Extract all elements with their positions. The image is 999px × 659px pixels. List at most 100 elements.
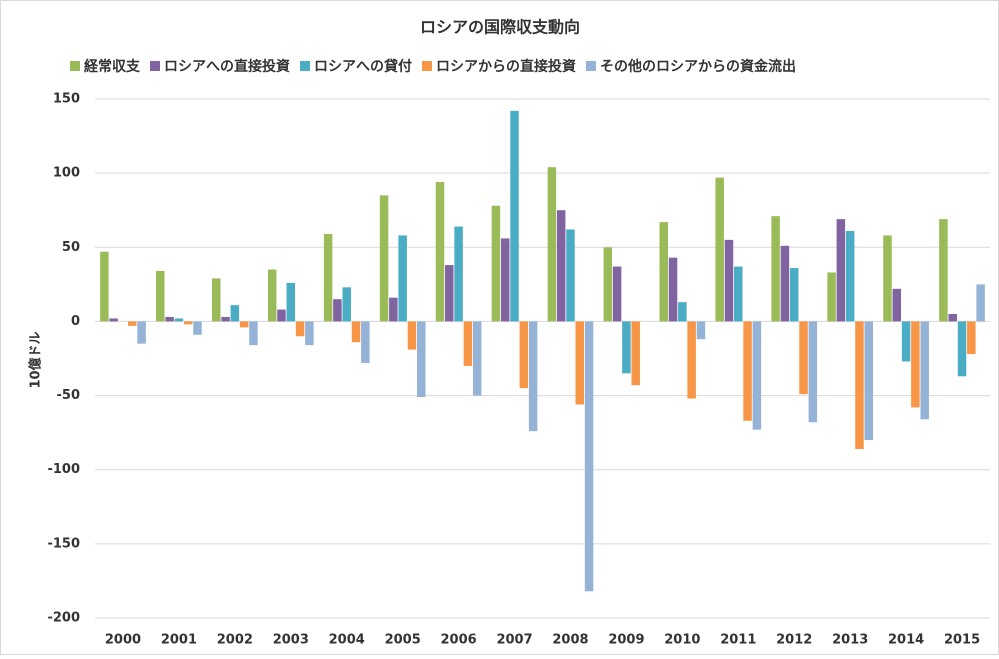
bar <box>687 321 696 399</box>
y-tick-label: -100 <box>47 462 80 477</box>
legend-label: ロシアからの直接投資 <box>436 58 576 75</box>
bar <box>398 235 407 322</box>
bar <box>417 321 426 398</box>
legend-swatch <box>422 61 432 71</box>
bar <box>230 305 240 322</box>
bar <box>510 110 519 322</box>
bar <box>752 321 762 430</box>
bar <box>156 271 165 322</box>
bar <box>277 309 286 322</box>
legend-swatch <box>70 61 80 71</box>
bar <box>323 233 333 322</box>
bar <box>445 265 454 322</box>
bar <box>603 247 613 322</box>
bar <box>249 321 258 346</box>
bar <box>379 195 389 322</box>
legend-label: 経常収支 <box>84 58 141 75</box>
bar <box>295 321 305 337</box>
bar <box>305 321 314 346</box>
bar <box>389 297 398 322</box>
legend-label: ロシアへの直接投資 <box>164 58 290 75</box>
bar <box>556 210 566 322</box>
bar <box>128 321 137 326</box>
bar <box>333 299 342 322</box>
bar <box>948 314 957 322</box>
chart-title: ロシアの国際収支動向 <box>420 18 580 37</box>
y-tick-label: -150 <box>47 536 80 551</box>
bar <box>193 321 202 335</box>
bar <box>855 321 864 449</box>
bar <box>267 269 277 322</box>
bar <box>976 284 985 322</box>
x-tick-label: 2014 <box>888 633 924 648</box>
y-tick-label: 0 <box>71 314 80 329</box>
bar <box>100 251 109 322</box>
bar <box>911 321 920 408</box>
bar <box>883 235 892 322</box>
x-tick-label: 2015 <box>944 633 980 648</box>
bar <box>221 316 230 322</box>
bar <box>631 321 640 386</box>
bar <box>827 272 836 322</box>
bar <box>211 278 221 322</box>
bar <box>342 287 351 322</box>
legend-swatch <box>300 61 310 71</box>
bar <box>967 321 976 355</box>
bar <box>351 321 361 343</box>
x-tick-label: 2010 <box>664 633 700 648</box>
bar <box>584 321 594 592</box>
x-tick-label: 2002 <box>217 633 253 648</box>
bar <box>491 205 501 322</box>
bar <box>454 226 463 322</box>
bar <box>435 182 445 322</box>
legend-swatch <box>150 61 160 71</box>
bar <box>566 229 575 322</box>
y-tick-label: -50 <box>57 388 81 403</box>
x-tick-label: 2001 <box>161 633 197 648</box>
bar <box>696 321 706 340</box>
bar <box>771 216 780 322</box>
bar <box>808 321 818 423</box>
bar <box>174 318 184 322</box>
bar <box>165 316 174 322</box>
bar <box>183 321 193 325</box>
y-tick-label: 100 <box>53 166 80 181</box>
bar <box>547 167 557 322</box>
bar <box>836 219 846 322</box>
bar <box>892 288 902 322</box>
x-tick-label: 2000 <box>105 633 141 648</box>
bar <box>286 282 296 322</box>
x-tick-label: 2005 <box>385 633 421 648</box>
bar <box>575 321 585 405</box>
x-tick-label: 2007 <box>496 633 532 648</box>
y-tick-label: 50 <box>62 240 80 255</box>
bar <box>500 238 510 322</box>
legend-label: その他のロシアからの資金流出 <box>600 58 796 75</box>
legend-swatch <box>586 61 596 71</box>
bar <box>668 257 678 322</box>
x-tick-label: 2006 <box>441 633 477 648</box>
bar <box>920 321 929 420</box>
bar <box>901 321 911 362</box>
bar <box>463 321 473 366</box>
bar <box>472 321 482 396</box>
x-tick-label: 2004 <box>329 633 365 648</box>
bar <box>528 321 538 432</box>
bar <box>845 230 855 322</box>
bar <box>799 321 808 395</box>
bar <box>678 302 687 322</box>
bar <box>724 239 734 322</box>
bar <box>361 321 370 363</box>
bar <box>864 321 874 441</box>
y-tick-label: 150 <box>53 92 80 107</box>
bar <box>789 268 799 322</box>
bar <box>659 222 668 322</box>
bar <box>743 321 752 421</box>
legend-label: ロシアへの貸付 <box>314 58 412 75</box>
x-tick-label: 2009 <box>608 633 644 648</box>
bar <box>137 321 146 344</box>
bar <box>239 321 249 328</box>
x-tick-label: 2013 <box>832 633 868 648</box>
bar <box>109 318 118 322</box>
